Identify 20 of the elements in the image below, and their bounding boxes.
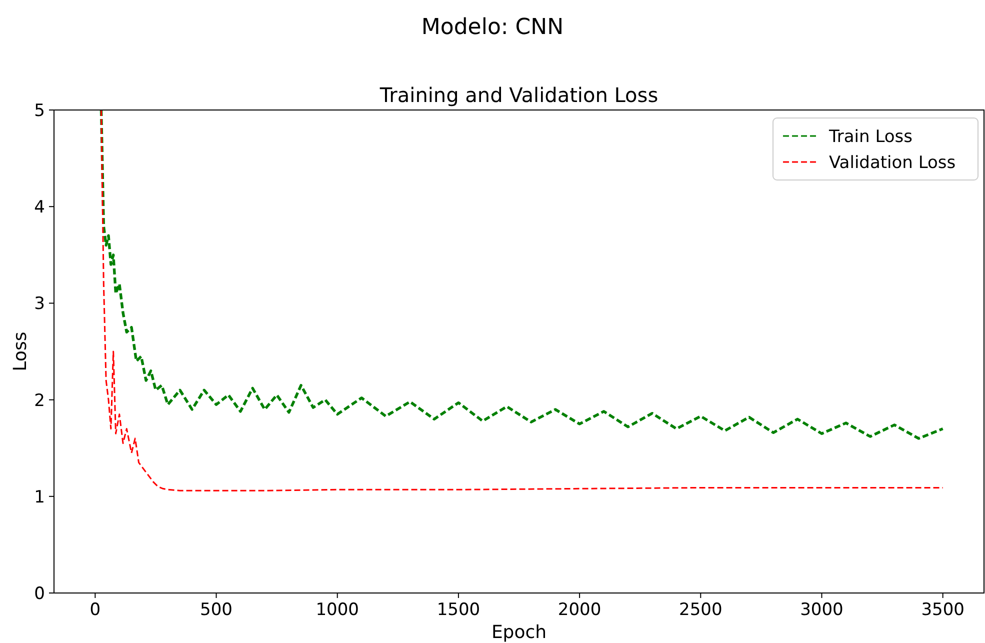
- legend-label: Validation Loss: [829, 153, 956, 173]
- x-tick-label: 500: [200, 600, 232, 620]
- y-tick-label: 4: [34, 198, 45, 218]
- x-tick-label: 1500: [436, 600, 480, 620]
- legend-label: Train Loss: [828, 127, 913, 147]
- chart-title: Modelo: CNN: [421, 15, 564, 40]
- chart-subtitle: Training and Validation Loss: [378, 83, 658, 107]
- x-tick-label: 3500: [921, 600, 964, 620]
- y-tick-label: 2: [34, 390, 45, 411]
- x-tick-label: 0: [90, 600, 101, 620]
- y-tick-label: 5: [34, 101, 45, 121]
- y-tick-label: 1: [34, 487, 45, 508]
- x-tick-label: 1000: [316, 600, 359, 620]
- x-axis-title: Epoch: [491, 622, 547, 643]
- x-tick-label: 2500: [679, 600, 722, 620]
- y-tick-label: 0: [34, 584, 45, 604]
- y-tick-label: 3: [34, 294, 45, 314]
- x-tick-label: 2000: [558, 600, 602, 620]
- y-axis-title: Loss: [10, 332, 31, 372]
- x-tick-label: 3000: [800, 600, 844, 620]
